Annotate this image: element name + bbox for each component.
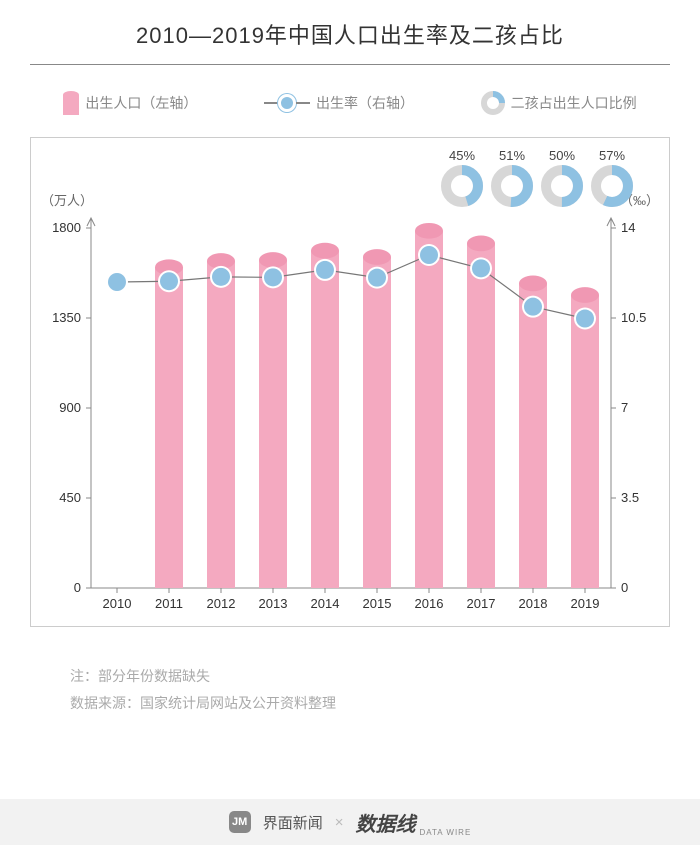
donut-label: 57% (591, 148, 633, 163)
donut-2019: 57% (591, 148, 633, 207)
donut-2017: 51% (491, 148, 533, 207)
donut-label: 51% (491, 148, 533, 163)
svg-text:10.5: 10.5 (621, 310, 646, 325)
footer-brand-2-sub: DATA WIRE (419, 828, 471, 845)
donut-icon (541, 165, 583, 207)
note-line-2: 数据来源：国家统计局网站及公开资料整理 (70, 690, 630, 717)
chart-title: 2010—2019年中国人口出生率及二孩占比 (30, 18, 670, 65)
svg-text:2019: 2019 (571, 596, 600, 611)
donut-label: 45% (441, 148, 483, 163)
legend: 出生人口（左轴） 出生率（右轴） 二孩占出生人口比例 (30, 65, 670, 137)
svg-text:2010: 2010 (103, 596, 132, 611)
chart-svg: 0 450 900 1350 1800 0 3.5 7 10.5 14 2010 2011 2012 20… (31, 138, 671, 628)
footer-brand-2: 数据线 (355, 808, 415, 837)
svg-text:2012: 2012 (207, 596, 236, 611)
brand-icon: JM (229, 811, 251, 833)
legend-bars-label: 出生人口（左轴） (85, 93, 197, 113)
legend-bar-icon (63, 91, 79, 115)
legend-bars: 出生人口（左轴） (63, 91, 197, 115)
svg-text:900: 900 (59, 400, 81, 415)
svg-text:1350: 1350 (52, 310, 81, 325)
svg-text:2016: 2016 (415, 596, 444, 611)
svg-text:0: 0 (74, 580, 81, 595)
svg-text:450: 450 (59, 490, 81, 505)
svg-text:2013: 2013 (259, 596, 288, 611)
legend-line-icon (264, 94, 310, 112)
legend-line-label: 出生率（右轴） (316, 93, 414, 113)
legend-donut: 二孩占出生人口比例 (481, 91, 637, 115)
donut-icon (491, 165, 533, 207)
donut-icon (441, 165, 483, 207)
legend-line: 出生率（右轴） (264, 93, 414, 113)
donut-icon (591, 165, 633, 207)
svg-text:2014: 2014 (311, 596, 340, 611)
svg-text:2017: 2017 (467, 596, 496, 611)
donut-row: 45% 51% 50% 57% (441, 148, 633, 207)
svg-text:2015: 2015 (363, 596, 392, 611)
donut-2018: 50% (541, 148, 583, 207)
donut-2016: 45% (441, 148, 483, 207)
footer-brand-1: 界面新闻 (263, 812, 323, 833)
left-axis-unit: （万人） (41, 190, 93, 209)
svg-text:0: 0 (621, 580, 628, 595)
svg-text:14: 14 (621, 220, 635, 235)
svg-text:2011: 2011 (155, 596, 183, 611)
legend-donut-label: 二孩占出生人口比例 (511, 93, 637, 113)
page: 2010—2019年中国人口出生率及二孩占比 出生人口（左轴） 出生率（右轴） … (0, 0, 700, 845)
legend-donut-icon (481, 91, 505, 115)
svg-text:7: 7 (621, 400, 628, 415)
svg-text:1800: 1800 (52, 220, 81, 235)
svg-text:2018: 2018 (519, 596, 548, 611)
donut-label: 50% (541, 148, 583, 163)
svg-text:3.5: 3.5 (621, 490, 639, 505)
chart-area: （万人） （‰） 45%51%50%57% 04509001350180003.… (30, 137, 670, 627)
notes: 注：部分年份数据缺失 数据来源：国家统计局网站及公开资料整理 (30, 663, 670, 716)
footer-separator: × (335, 814, 344, 831)
footer: JM 界面新闻 × 数据线 DATA WIRE (0, 799, 700, 845)
note-line-1: 注：部分年份数据缺失 (70, 663, 630, 690)
